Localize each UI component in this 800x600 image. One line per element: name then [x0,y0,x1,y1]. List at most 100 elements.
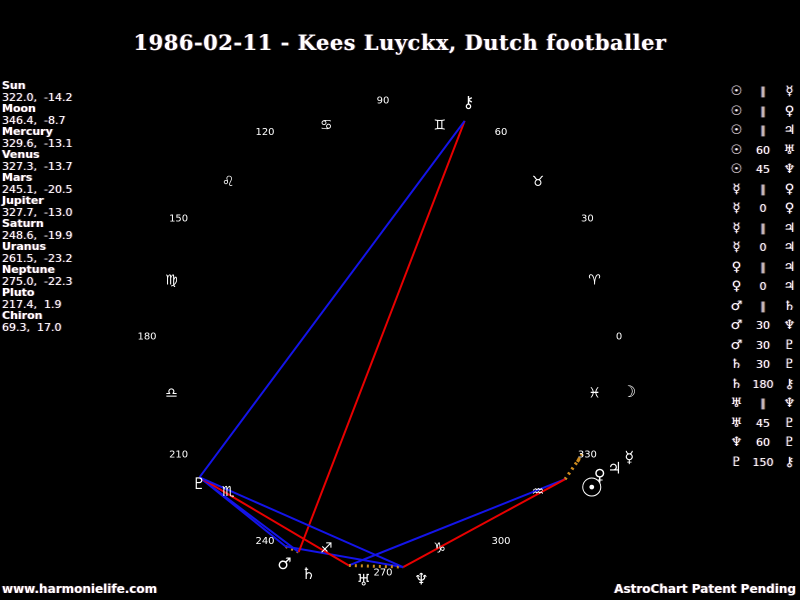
aspect-planet1-glyph: ☉ [730,84,743,100]
aspect-row-sun-venus: ☉ ∥ ♀ [728,102,798,122]
aspect-line-mars-saturn [285,545,300,554]
aspect-planet1-glyph: ♅ [730,415,743,431]
aspect-row-sun-uranus: ☉ 60 ♅ [728,141,798,161]
degree-label-240: 240 [255,536,274,547]
degree-label-0: 0 [616,332,622,343]
aspect-line-venus-jupiter [576,459,580,463]
aspect-planet2-glyph: ♃ [783,220,796,236]
aspect-line-neptune-pluto [199,476,404,569]
planet-glyph-mars: ♂ [277,554,291,573]
degree-label-300: 300 [491,536,510,547]
aspect-symbol-semisextile: 30 [756,319,770,333]
sign-glyph-taurus: ♉ [532,174,545,190]
aspect-line-sun-uranus [348,478,566,567]
planet-glyph-neptune: ♆ [414,569,428,588]
planet-coords-uranus: 261.5, -23.2 [2,251,73,265]
aspect-planet1-glyph: ♂ [730,337,743,353]
planet-glyph-venus: ♀ [594,466,606,485]
planet-glyph-moon: ☽ [622,382,636,401]
aspect-planet2-glyph: ♀ [784,181,795,197]
degree-label-90: 90 [377,96,390,107]
aspect-planet2-glyph: ♇ [783,415,796,431]
aspect-row-pluto-chiron: ♇ 150 ⚷ [728,453,798,473]
aspect-symbol-sextile: 60 [756,143,770,157]
aspect-symbol-parallel: ∥ [760,397,766,411]
planet-name-chiron: Chiron [2,309,43,322]
aspect-planet2-glyph: ♇ [783,435,796,451]
aspect-row-mars-pluto: ♂ 30 ♇ [728,336,798,356]
planet-name-mars: Mars [2,171,33,184]
aspect-symbol-conjunction: 0 [759,280,767,294]
aspect-line-sun-neptune [402,478,566,568]
planet-name-uranus: Uranus [2,240,46,253]
aspect-planet2-glyph: ♆ [783,162,796,178]
planet-coords-venus: 327.3, -13.7 [2,159,73,173]
aspect-row-saturn-pluto: ♄ 30 ♇ [728,355,798,375]
aspect-planet1-glyph: ♅ [730,396,743,412]
planet-coords-sun: 322.0, -14.2 [2,90,73,104]
planet-position-panel: Sun 322.0, -14.2 Moon 346.4, -8.7 Mercury 329… [2,80,72,333]
aspect-line-sun-mercury [563,453,584,481]
planet-coords-moon: 346.4, -8.7 [2,113,66,127]
aspect-symbol-parallel: ∥ [760,182,766,196]
aspect-symbol-semisquare: 45 [756,163,770,177]
aspect-planet1-glyph: ☉ [730,142,743,158]
sign-glyph-pisces: ♓ [588,386,601,402]
aspect-symbol-parallel: ∥ [760,221,766,235]
aspect-symbol-semisquare: 45 [756,416,770,430]
degree-label-210: 210 [169,450,188,461]
aspect-planet2-glyph: ♇ [783,357,796,373]
aspect-planet1-glyph: ♆ [730,435,743,451]
aspect-row-sun-jupiter: ☉ ∥ ♃ [728,121,798,141]
planet-coords-neptune: 275.0, -22.3 [2,274,73,288]
aspect-planet2-glyph: ♀ [784,201,795,217]
aspect-planet2-glyph: ♄ [783,298,796,314]
aspect-planet1-glyph: ♂ [730,318,743,334]
aspect-planet1-glyph: ☉ [730,103,743,119]
aspect-planet2-glyph: ⚷ [784,376,795,392]
planet-glyph-chiron: ⚷ [463,93,475,112]
sign-glyph-capricorn: ♑ [433,541,446,557]
aspect-row-mercury-venus: ☿ ∥ ♀ [728,180,798,200]
patent-notice: AstroChart Patent Pending [614,582,796,596]
planet-glyph-pluto: ♇ [192,474,206,493]
aspect-planet1-glyph: ♇ [730,454,743,470]
planet-glyph-saturn: ♄ [301,564,315,583]
degree-label-120: 120 [255,127,274,138]
planet-name-jupiter: Jupiter [2,194,44,207]
planet-name-venus: Venus [2,148,40,161]
planet-glyph-uranus: ♅ [357,571,371,590]
aspect-list-panel: ☉ ∥ ☿ ☉ ∥ ♀ ☉ ∥ ♃ ☉ 60 ♅ ☉ 45 ♆ ☿ ∥ ♀ ☿ 0 ♀ ☿ ∥ ♃ ☿ 0 ♃ ♀ ∥ ♃ ♀ 0 ♃ ♂ ∥ ♄ ♂ 3… [728,82,798,472]
aspect-row-uranus-pluto: ♅ 45 ♇ [728,414,798,434]
aspect-planet1-glyph: ☿ [732,240,741,256]
aspect-line-mercury-jupiter [576,453,584,462]
sign-glyph-libra: ♎ [165,386,178,402]
aspect-line-uranus-pluto [198,476,350,567]
sign-glyph-cancer: ♋ [320,117,333,133]
aspect-line-pluto-chiron [198,120,466,478]
degree-label-60: 60 [495,127,508,138]
aspect-symbol-parallel: ∥ [760,85,766,99]
aspect-planet1-glyph: ♄ [730,376,743,392]
aspect-row-venus-jupiter: ♀ ∥ ♃ [728,258,798,278]
aspect-planet1-glyph: ♀ [731,279,742,295]
aspect-planet1-glyph: ☿ [732,220,741,236]
aspect-symbol-quincunx: 150 [752,455,774,469]
aspect-row-venus-jupiter: ♀ 0 ♃ [728,277,798,297]
degree-label-330: 330 [578,450,597,461]
aspect-planet2-glyph: ♃ [783,259,796,275]
aspect-planet1-glyph: ☿ [732,201,741,217]
aspect-planet1-glyph: ♂ [730,298,743,314]
aspect-symbol-parallel: ∥ [760,260,766,274]
planet-name-saturn: Saturn [2,217,44,230]
planet-coords-chiron: 69.3, 17.0 [2,320,62,334]
degree-label-180: 180 [137,332,156,343]
aspect-line-saturn-pluto [198,476,300,553]
aspect-line-saturn-chiron [297,120,466,553]
planet-glyph-sun: ☉ [580,474,603,504]
planet-name-sun: Sun [2,79,26,92]
planet-coords-saturn: 248.6, -19.9 [2,228,73,242]
aspect-row-mercury-jupiter: ☿ 0 ♃ [728,238,798,258]
